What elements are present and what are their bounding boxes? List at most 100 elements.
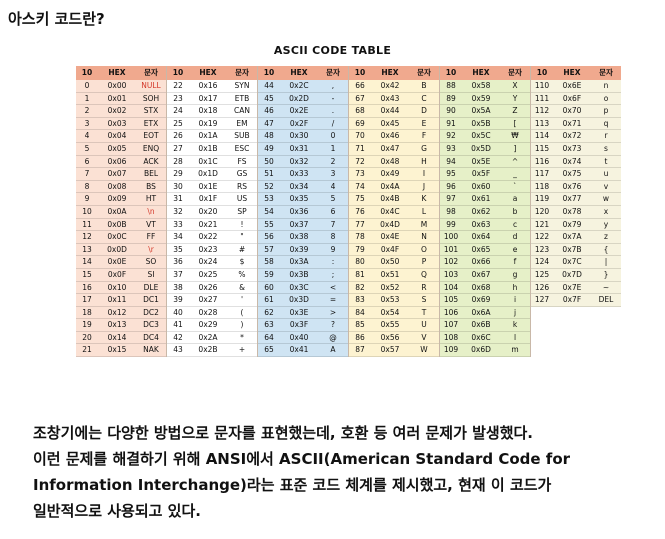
decimal-cell: 97	[446, 194, 456, 204]
char-cell: C	[421, 93, 427, 103]
table-row: 36 0x24 $	[167, 256, 257, 269]
hex-cell: 0x5C	[471, 131, 491, 141]
char-cell: ETB	[234, 93, 250, 103]
decimal-cell: 108	[443, 332, 459, 342]
hex-cell: 0x42	[380, 81, 400, 90]
char-cell: $	[239, 257, 245, 267]
hex-cell: 0x27	[198, 295, 218, 305]
hex-cell: 0x0A	[107, 206, 127, 216]
char-cell: g	[512, 269, 518, 279]
hex-cell: 0x2A	[198, 332, 218, 342]
char-cell: SO	[145, 257, 157, 267]
char-cell: HT	[145, 194, 157, 204]
table-row: 21 0x15 NAK	[76, 344, 166, 358]
decimal-cell: 120	[534, 206, 550, 216]
table-column-group: 10 HEX 문자 22 0x16 SYN 23 0x17 ETB 24 0x18 CAN 25 0x19…	[166, 66, 257, 358]
table-row: 53 0x35 5	[258, 193, 348, 206]
header-cell: HEX	[108, 68, 126, 77]
char-cell: &	[239, 282, 245, 292]
table-row: 27 0x1B ESC	[167, 142, 257, 156]
char-cell: E	[421, 118, 427, 128]
hex-cell: 0x73	[562, 143, 582, 153]
decimal-cell: 51	[264, 169, 274, 179]
header-cell: 10	[172, 68, 184, 77]
decimal-cell: 33	[173, 219, 183, 229]
decimal-cell: 71	[355, 143, 365, 153]
decimal-cell: 49	[264, 143, 274, 153]
table-row: 73 0x49 I	[349, 168, 439, 181]
table-row: 47 0x2F /	[258, 117, 348, 131]
header-cell: 10	[536, 68, 548, 77]
hex-cell: 0x52	[380, 282, 400, 292]
char-cell: ^	[511, 156, 519, 166]
char-cell: K	[421, 194, 427, 204]
decimal-cell: 69	[355, 118, 365, 128]
table-row: 14 0x0E SO	[76, 256, 166, 269]
char-cell: |	[604, 257, 608, 267]
char-cell: .	[331, 106, 335, 116]
header-cell: 문자	[417, 68, 431, 77]
char-cell: I	[422, 169, 426, 179]
hex-cell: 0x41	[289, 345, 309, 355]
decimal-cell: 91	[446, 118, 456, 128]
hex-cell: 0x1E	[198, 181, 218, 191]
char-cell: k	[512, 320, 518, 330]
decimal-cell: 121	[534, 219, 550, 229]
char-cell: EOT	[143, 131, 159, 141]
char-cell: ~	[602, 282, 610, 292]
char-cell: M	[420, 219, 428, 229]
char-cell: ;	[331, 269, 335, 279]
table-row: 74 0x4A J	[349, 180, 439, 194]
char-cell: d	[512, 232, 518, 242]
hex-cell: 0x54	[380, 307, 400, 317]
table-row: 85 0x55 U	[349, 319, 439, 332]
char-cell: BEL	[143, 169, 159, 179]
table-row: 65 0x41 A	[258, 344, 348, 358]
decimal-cell: 10	[82, 206, 92, 216]
table-row: 45 0x2D -	[258, 92, 348, 106]
char-cell: f	[513, 257, 517, 267]
char-cell: SYN	[234, 81, 250, 90]
decimal-cell: 67	[355, 93, 365, 103]
hex-cell: 0x51	[380, 269, 400, 279]
table-row: 63 0x3F?	[258, 319, 348, 332]
char-cell: q	[603, 118, 609, 128]
hex-cell: 0x7E	[562, 282, 582, 292]
hex-cell: 0x4D	[380, 219, 400, 229]
decimal-cell: 82	[355, 282, 365, 292]
decimal-cell: 118	[534, 181, 550, 191]
hex-cell: 0x3E	[289, 307, 309, 317]
char-cell: DC3	[143, 320, 159, 330]
table-row: 114 0x72 r	[531, 130, 621, 143]
decimal-cell: 114	[534, 131, 550, 141]
decimal-cell: 21	[82, 345, 92, 355]
table-row: 50 0x32 2	[258, 155, 348, 169]
decimal-cell: 123	[534, 244, 550, 254]
table-row: 55 0x37 7	[258, 218, 348, 232]
table-row: 86 0x56 V	[349, 331, 439, 345]
char-cell: ESC	[234, 143, 250, 153]
hex-cell: 0x64	[471, 232, 491, 242]
hex-cell: 0x2C	[289, 81, 309, 90]
table-row: 5 0x05 ENQ	[76, 142, 166, 156]
char-cell: DC1	[143, 295, 159, 305]
decimal-cell: 5	[84, 143, 90, 153]
table-row: 105 0x69 i	[440, 294, 530, 307]
decimal-cell: 34	[173, 232, 183, 242]
decimal-cell: 43	[173, 345, 183, 355]
decimal-cell: 117	[534, 169, 550, 179]
hex-cell: 0x19	[198, 118, 218, 128]
decimal-cell: 28	[173, 156, 183, 166]
decimal-cell: 11	[82, 219, 92, 229]
hex-cell: 0x10	[107, 282, 127, 292]
char-cell: [	[513, 118, 517, 128]
decimal-cell: 112	[534, 106, 550, 116]
table-row: 6 0x06 ACK	[76, 155, 166, 169]
table-row: 80 0x50 P	[349, 256, 439, 269]
hex-cell: 0x1A	[198, 131, 218, 141]
char-cell: EM	[236, 118, 248, 128]
table-row: 116 0x74 t	[531, 155, 621, 169]
header-cell: HEX	[381, 68, 399, 77]
table-row: 67 0x43 C	[349, 92, 439, 106]
char-cell: %	[238, 269, 246, 279]
